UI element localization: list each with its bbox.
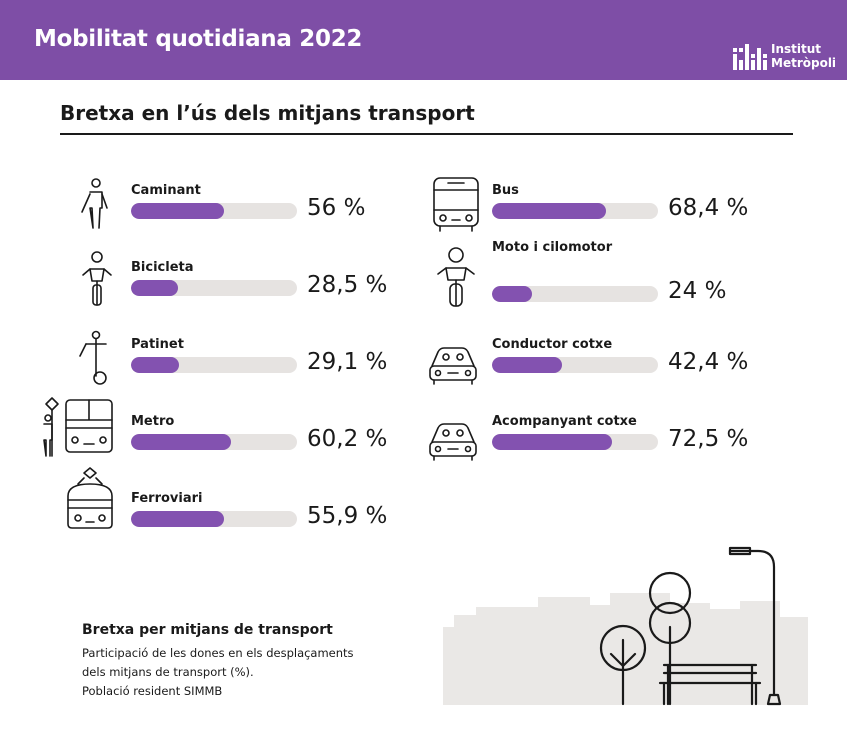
value-label: 68,4 % (668, 195, 749, 221)
note-line-3: Població resident SIMMB (82, 684, 223, 698)
car-driver-icon (428, 346, 478, 386)
category-label: Metro (131, 414, 175, 429)
bar-item-bicicleta: Bicicleta 28,5 % (131, 260, 471, 320)
tree-tall-icon (648, 571, 692, 706)
bar-fill (492, 357, 563, 373)
park-bench-icon (658, 663, 762, 706)
car-passenger-icon (428, 422, 478, 462)
bar-track (131, 434, 297, 450)
header-banner: Mobilitat quotidiana 2022 Institut Metrò… (0, 0, 847, 80)
bar-item-caminant: Caminant 56 % (131, 183, 471, 243)
bar-track (131, 357, 297, 373)
category-label: Acompanyant cotxe (492, 414, 637, 429)
bar-track (492, 357, 658, 373)
value-label: 28,5 % (307, 272, 388, 298)
street-lamp-icon (728, 546, 782, 706)
logo-text: Institut Metròpoli (771, 42, 836, 70)
bar-item-conductor-cotxe: Conductor cotxe 42,4 % (492, 337, 832, 397)
header-title: Mobilitat quotidiana 2022 (34, 26, 363, 52)
category-label: Bus (492, 183, 519, 198)
category-label: Patinet (131, 337, 184, 352)
category-label: Caminant (131, 183, 201, 198)
metro-icon (40, 396, 116, 458)
bar-item-acompanyant-cotxe: Acompanyant cotxe 72,5 % (492, 414, 832, 474)
section-divider (60, 133, 793, 135)
category-label: Conductor cotxe (492, 337, 613, 352)
value-label: 60,2 % (307, 426, 388, 452)
bar-item-patinet: Patinet 29,1 % (131, 337, 471, 397)
scooter-icon (74, 330, 110, 386)
bar-track (492, 286, 658, 302)
bar-fill (131, 511, 224, 527)
category-label: Bicicleta (131, 260, 194, 275)
bar-fill (492, 286, 532, 302)
bar-track (131, 203, 297, 219)
logo-line-1: Institut (771, 42, 822, 56)
bar-item-bus: Bus 68,4 % (492, 183, 832, 243)
bar-fill (131, 280, 179, 296)
bar-fill (131, 434, 231, 450)
chart-note: Bretxa per mitjans de transport Particip… (82, 622, 422, 701)
note-line-1: Participació de les dones en els desplaç… (82, 646, 354, 660)
city-park-illustration (440, 545, 847, 710)
city-silhouette (443, 593, 808, 705)
value-label: 55,9 % (307, 503, 388, 529)
walking-person-icon (80, 178, 110, 230)
bar-track (131, 280, 297, 296)
note-line-2: dels mitjans de transport (%). (82, 665, 254, 679)
bus-icon (430, 176, 482, 232)
bar-fill (131, 203, 224, 219)
note-title: Bretxa per mitjans de transport (82, 622, 333, 638)
bar-track (492, 434, 658, 450)
tree-small-icon (599, 624, 647, 706)
logo-mark-icon (733, 44, 767, 70)
bar-fill (492, 434, 613, 450)
bar-item-moto-i-cilomotor: Moto i cilomotor 24 % (492, 240, 832, 304)
bar-fill (131, 357, 180, 373)
bar-track (492, 203, 658, 219)
bar-track (131, 511, 297, 527)
bar-item-ferroviari: Ferroviari 55,9 % (131, 491, 471, 551)
logo-line-2: Metròpoli (771, 56, 837, 70)
motorcycle-icon (436, 246, 476, 308)
value-label: 56 % (307, 195, 366, 221)
value-label: 72,5 % (668, 426, 749, 452)
bar-item-metro: Metro 60,2 % (131, 414, 471, 474)
bicycle-icon (80, 249, 114, 307)
train-icon (60, 466, 120, 534)
category-label: Ferroviari (131, 491, 203, 506)
value-label: 42,4 % (668, 349, 749, 375)
category-label: Moto i cilomotor (492, 240, 613, 255)
bar-fill (492, 203, 606, 219)
institut-metropoli-logo: Institut Metròpoli (733, 42, 843, 72)
value-label: 24 % (668, 278, 727, 304)
value-label: 29,1 % (307, 349, 388, 375)
section-title: Bretxa en l’ús dels mitjans transport (60, 101, 475, 125)
